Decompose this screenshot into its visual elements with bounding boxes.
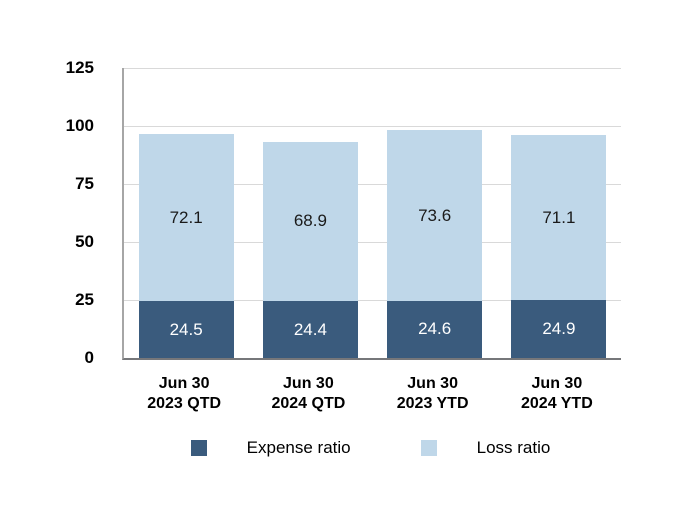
x-axis-category-label: Jun 30 2024 YTD — [521, 375, 593, 412]
bar-group-jun-30-2024-ytd: 24.9 71.1 — [511, 135, 607, 358]
plot-area: 24.5 72.1 24.4 68.9 24.6 73.6 24.9 71.1 — [122, 67, 621, 360]
x-axis-category-label: Jun 30 2024 QTD — [271, 375, 346, 412]
x-axis-category-label: Jun 30 2023 YTD — [396, 375, 469, 412]
y-axis-tick-label: 100 — [65, 116, 94, 135]
gridline-125 — [124, 67, 621, 69]
loss-ratio-value-label: 68.9 — [293, 211, 327, 231]
expense-ratio-value-label: 24.5 — [169, 319, 203, 339]
legend-item-expense-ratio: Expense ratio — [190, 438, 351, 458]
legend-label-loss-ratio: Loss ratio — [476, 438, 551, 457]
legend-item-loss-ratio: Loss ratio — [420, 438, 551, 458]
expense-ratio-segment — [511, 300, 607, 358]
loss-ratio-segment — [511, 135, 607, 301]
expense-ratio-value-label: 24.9 — [542, 319, 576, 339]
expense-ratio-value-label: 24.6 — [418, 319, 452, 339]
bar-group-jun-30-2023-ytd: 24.6 73.6 — [387, 130, 483, 358]
loss-ratio-segment — [138, 133, 234, 302]
legend-label-expense-ratio: Expense ratio — [246, 438, 351, 457]
gridline-50 — [124, 241, 621, 243]
gridline-100 — [124, 125, 621, 127]
y-axis-tick-label: 0 — [84, 348, 94, 367]
loss-ratio-segment — [387, 130, 483, 301]
y-axis: 0 25 50 75 100 125 — [0, 58, 94, 367]
gridline-75 — [124, 183, 621, 185]
bar-group-jun-30-2024-qtd: 24.4 68.9 — [262, 141, 358, 358]
expense-ratio-segment — [138, 301, 234, 358]
expense-ratio-segment — [262, 301, 358, 358]
bar-group-jun-30-2023-qtd: 24.5 72.1 — [138, 133, 234, 358]
y-axis-tick-label: 50 — [75, 232, 94, 251]
expense-ratio-segment — [387, 300, 483, 358]
y-axis-tick-label: 125 — [65, 58, 94, 77]
loss-ratio-value-label: 71.1 — [542, 207, 576, 227]
legend-swatch-expense-ratio — [190, 440, 207, 456]
legend-swatch-loss-ratio — [420, 440, 437, 456]
x-axis-category-label: Jun 30 2023 QTD — [147, 375, 222, 412]
gridline-25 — [124, 299, 621, 301]
x-axis: Jun 30 2023 QTD Jun 30 2024 QTD Jun 30 202… — [122, 374, 619, 416]
expense-ratio-value-label: 24.4 — [293, 319, 327, 339]
chart-legend: Expense ratio Loss ratio — [122, 438, 619, 458]
loss-ratio-segment — [262, 141, 358, 302]
loss-ratio-value-label: 73.6 — [418, 205, 452, 225]
y-axis-tick-label: 75 — [75, 174, 94, 193]
y-axis-tick-label: 25 — [75, 290, 94, 309]
loss-ratio-value-label: 72.1 — [169, 207, 203, 227]
